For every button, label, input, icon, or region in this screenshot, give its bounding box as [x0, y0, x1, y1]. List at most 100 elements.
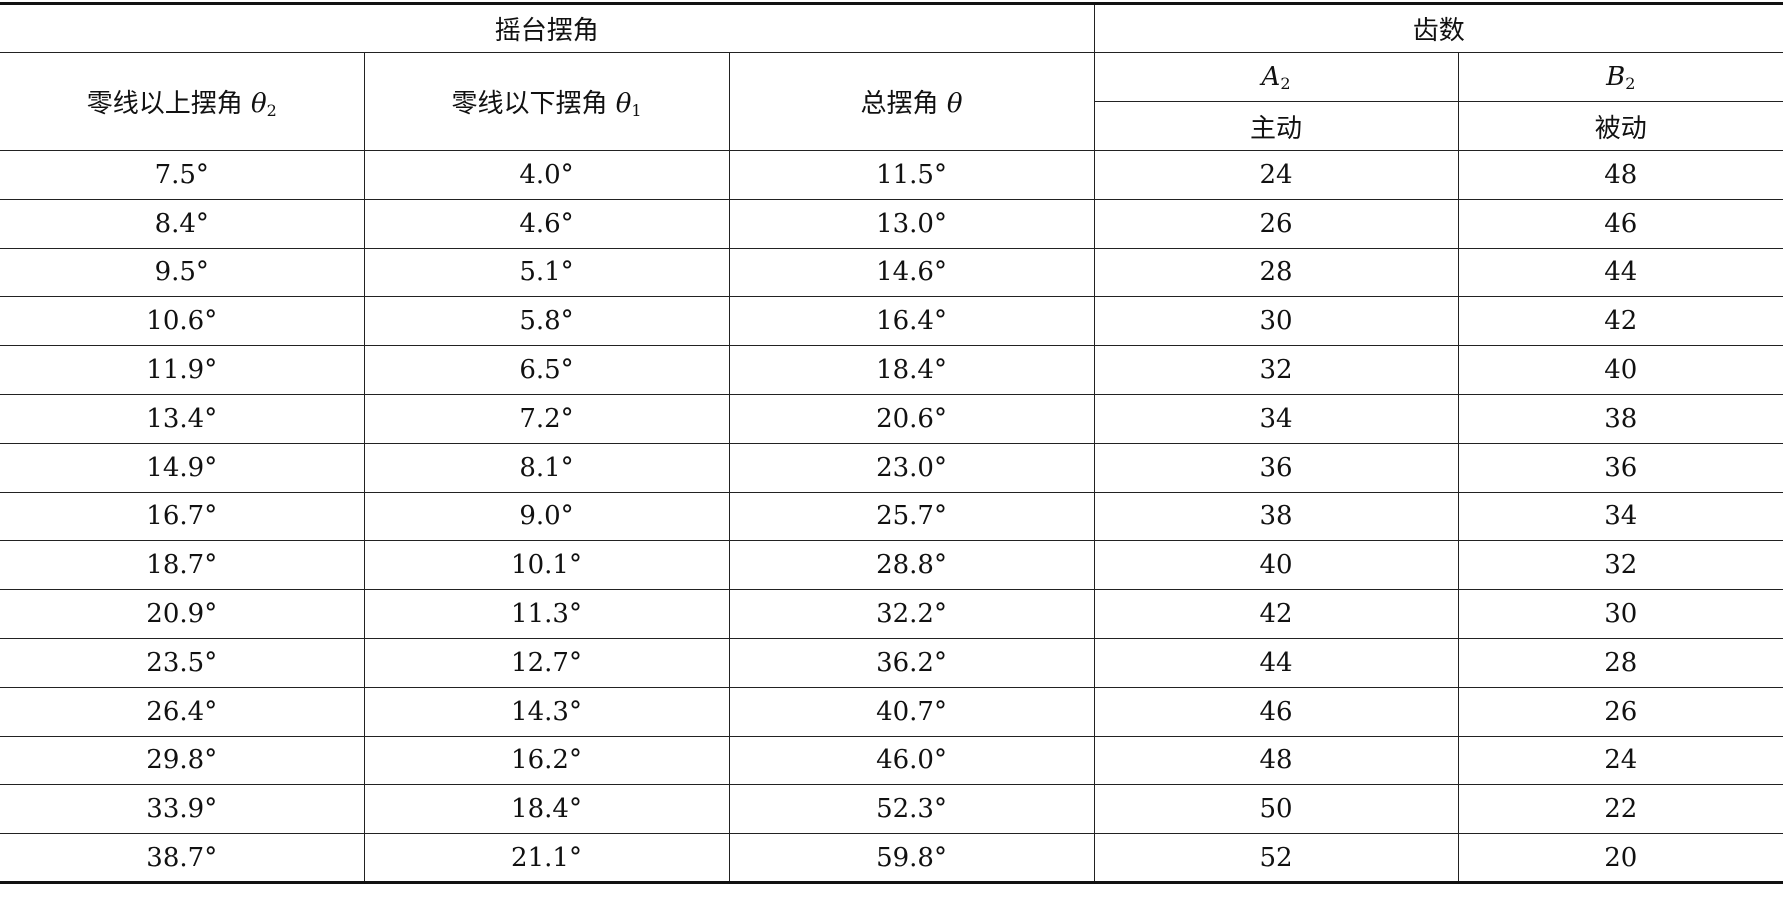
header-swing-angle: 摇台摆角 — [0, 3, 1095, 53]
header-above-zero: 零线以上摆角 θ2 — [0, 52, 365, 151]
table-row: 11.9° 6.5° 18.4° 32 40 — [0, 345, 1783, 395]
cell-total: 23.0° — [728, 442, 1095, 493]
cell-above-zero: 16.7° — [0, 491, 365, 542]
cell-below-zero: 21.1° — [363, 833, 730, 883]
cell-total: 59.8° — [728, 833, 1095, 883]
cell-b2: 42 — [1457, 296, 1783, 347]
cell-b2: 40 — [1457, 345, 1783, 395]
table-row: 38.7° 21.1° 59.8° 52 20 — [0, 833, 1783, 883]
cell-below-zero: 10.1° — [363, 540, 730, 591]
cell-total: 46.0° — [728, 735, 1095, 786]
cell-a2: 28 — [1093, 247, 1459, 298]
cell-above-zero: 29.8° — [0, 735, 365, 786]
cell-total: 25.7° — [728, 491, 1095, 542]
cell-below-zero: 6.5° — [363, 345, 730, 395]
cell-b2: 20 — [1457, 833, 1783, 883]
cell-b2: 24 — [1457, 735, 1783, 786]
table-row: 29.8° 16.2° 46.0° 48 24 — [0, 735, 1783, 786]
cell-below-zero: 4.0° — [363, 150, 730, 200]
table-row: 10.6° 5.8° 16.4° 30 42 — [0, 296, 1783, 347]
cell-b2: 34 — [1457, 491, 1783, 542]
header-a2: A2 — [1093, 52, 1459, 102]
cell-below-zero: 16.2° — [363, 735, 730, 786]
cell-a2: 24 — [1093, 150, 1459, 200]
cell-above-zero: 20.9° — [0, 589, 365, 639]
header-teeth: 齿数 — [1093, 3, 1783, 53]
header-b2: B2 — [1457, 52, 1783, 102]
header-driving: 主动 — [1094, 101, 1459, 151]
cell-below-zero: 4.6° — [363, 198, 730, 249]
cell-below-zero: 14.3° — [363, 686, 730, 737]
cell-total: 52.3° — [728, 784, 1095, 835]
cell-a2: 48 — [1093, 735, 1459, 786]
cell-total: 36.2° — [728, 637, 1095, 688]
cell-total: 40.7° — [728, 686, 1095, 737]
cell-below-zero: 12.7° — [363, 637, 730, 688]
cell-total: 28.8° — [728, 540, 1095, 591]
cell-b2: 38 — [1457, 393, 1783, 444]
cell-total: 14.6° — [728, 247, 1095, 298]
cell-below-zero: 9.0° — [363, 491, 730, 542]
cell-below-zero: 5.8° — [363, 296, 730, 347]
table-row: 33.9° 18.4° 52.3° 50 22 — [0, 784, 1783, 835]
cell-b2: 28 — [1457, 637, 1783, 688]
cell-above-zero: 7.5° — [0, 150, 365, 200]
cell-below-zero: 18.4° — [363, 784, 730, 835]
table-row: 8.4° 4.6° 13.0° 26 46 — [0, 198, 1783, 249]
cell-b2: 30 — [1457, 589, 1783, 639]
table-row: 23.5° 12.7° 36.2° 44 28 — [0, 637, 1783, 688]
cell-total: 13.0° — [728, 198, 1095, 249]
cell-total: 16.4° — [728, 296, 1095, 347]
cell-b2: 48 — [1457, 150, 1783, 200]
cell-a2: 46 — [1093, 686, 1459, 737]
cell-above-zero: 14.9° — [0, 442, 365, 493]
cell-above-zero: 10.6° — [0, 296, 365, 347]
cell-a2: 30 — [1093, 296, 1459, 347]
cell-above-zero: 23.5° — [0, 637, 365, 688]
cell-b2: 22 — [1457, 784, 1783, 835]
header-total: 总摆角 θ — [728, 52, 1095, 151]
cell-a2: 26 — [1093, 198, 1459, 249]
header-below-zero: 零线以下摆角 θ1 — [363, 52, 730, 151]
cell-total: 18.4° — [728, 345, 1095, 395]
cell-above-zero: 33.9° — [0, 784, 365, 835]
swing-angle-table: 摇台摆角 齿数 零线以上摆角 θ2 零线以下摆角 θ1 总摆角 θ A2 B2 … — [0, 2, 1783, 884]
cell-above-zero: 13.4° — [0, 393, 365, 444]
cell-above-zero: 38.7° — [0, 833, 365, 883]
cell-a2: 42 — [1093, 589, 1459, 639]
cell-b2: 26 — [1457, 686, 1783, 737]
header-driven: 被动 — [1457, 101, 1783, 151]
cell-b2: 32 — [1457, 540, 1783, 591]
cell-below-zero: 11.3° — [363, 589, 730, 639]
cell-a2: 44 — [1093, 637, 1459, 688]
cell-above-zero: 11.9° — [0, 345, 365, 395]
cell-a2: 34 — [1093, 393, 1459, 444]
cell-a2: 52 — [1093, 833, 1459, 883]
table-row: 20.9° 11.3° 32.2° 42 30 — [0, 589, 1783, 639]
cell-a2: 38 — [1093, 491, 1459, 542]
table-row: 26.4° 14.3° 40.7° 46 26 — [0, 686, 1783, 737]
cell-above-zero: 26.4° — [0, 686, 365, 737]
table-row: 16.7° 9.0° 25.7° 38 34 — [0, 491, 1783, 542]
cell-below-zero: 5.1° — [363, 247, 730, 298]
cell-above-zero: 18.7° — [0, 540, 365, 591]
table-row: 7.5° 4.0° 11.5° 24 48 — [0, 150, 1783, 200]
cell-below-zero: 8.1° — [363, 442, 730, 493]
cell-total: 20.6° — [728, 393, 1095, 444]
cell-b2: 46 — [1457, 198, 1783, 249]
table-row: 13.4° 7.2° 20.6° 34 38 — [0, 393, 1783, 444]
cell-a2: 36 — [1093, 442, 1459, 493]
cell-a2: 50 — [1093, 784, 1459, 835]
cell-below-zero: 7.2° — [363, 393, 730, 444]
cell-b2: 36 — [1457, 442, 1783, 493]
table-row: 9.5° 5.1° 14.6° 28 44 — [0, 247, 1783, 298]
cell-above-zero: 8.4° — [0, 198, 365, 249]
table-row: 14.9° 8.1° 23.0° 36 36 — [0, 442, 1783, 493]
cell-above-zero: 9.5° — [0, 247, 365, 298]
cell-total: 32.2° — [728, 589, 1095, 639]
table-row: 18.7° 10.1° 28.8° 40 32 — [0, 540, 1783, 591]
cell-b2: 44 — [1457, 247, 1783, 298]
cell-a2: 32 — [1093, 345, 1459, 395]
cell-total: 11.5° — [728, 150, 1095, 200]
cell-a2: 40 — [1093, 540, 1459, 591]
